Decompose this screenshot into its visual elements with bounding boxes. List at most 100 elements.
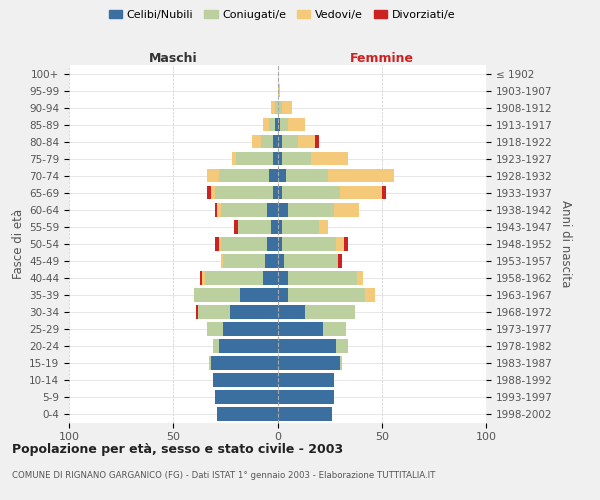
Bar [265, 254, 277, 268]
Bar [288, 203, 334, 216]
Bar [281, 135, 298, 148]
Bar [298, 135, 315, 148]
Bar [280, 118, 288, 132]
Bar [234, 220, 238, 234]
Bar [196, 305, 198, 318]
Text: Popolazione per età, sesso e stato civile - 2003: Popolazione per età, sesso e stato civil… [12, 442, 343, 456]
Bar [277, 305, 305, 318]
Bar [271, 220, 277, 234]
Bar [281, 152, 311, 166]
Bar [223, 254, 265, 268]
Bar [277, 322, 323, 336]
Bar [277, 271, 288, 284]
Bar [211, 356, 277, 370]
Bar [198, 305, 230, 318]
Bar [219, 169, 269, 182]
Bar [334, 203, 359, 216]
Bar [281, 186, 340, 200]
Bar [311, 152, 349, 166]
Bar [277, 186, 281, 200]
Bar [277, 237, 281, 250]
Bar [319, 220, 328, 234]
Legend: Celibi/Nubili, Coniugati/e, Vedovi/e, Divorziati/e: Celibi/Nubili, Coniugati/e, Vedovi/e, Di… [104, 6, 460, 25]
Bar [274, 186, 277, 200]
Bar [213, 339, 219, 352]
Bar [263, 271, 277, 284]
Bar [284, 254, 338, 268]
Bar [277, 152, 281, 166]
Bar [277, 407, 332, 421]
Bar [215, 186, 274, 200]
Bar [271, 101, 275, 114]
Bar [277, 84, 280, 98]
Bar [240, 288, 277, 302]
Bar [269, 169, 277, 182]
Bar [213, 373, 277, 387]
Bar [277, 101, 281, 114]
Bar [357, 271, 363, 284]
Bar [328, 169, 394, 182]
Bar [277, 356, 340, 370]
Bar [274, 135, 277, 148]
Bar [275, 101, 277, 114]
Bar [338, 254, 342, 268]
Bar [382, 186, 386, 200]
Bar [221, 254, 223, 268]
Bar [202, 271, 205, 284]
Bar [340, 356, 342, 370]
Bar [263, 118, 269, 132]
Bar [206, 186, 211, 200]
Bar [221, 203, 267, 216]
Bar [269, 118, 275, 132]
Bar [288, 118, 305, 132]
Bar [236, 152, 274, 166]
Text: Maschi: Maschi [149, 52, 197, 65]
Bar [238, 220, 271, 234]
Bar [281, 237, 336, 250]
Bar [230, 305, 277, 318]
Bar [277, 254, 284, 268]
Bar [288, 271, 357, 284]
Bar [219, 339, 277, 352]
Bar [194, 288, 240, 302]
Bar [277, 135, 281, 148]
Bar [205, 271, 263, 284]
Bar [336, 237, 344, 250]
Bar [344, 237, 349, 250]
Text: Femmine: Femmine [350, 52, 414, 65]
Bar [286, 169, 328, 182]
Bar [232, 152, 236, 166]
Bar [277, 288, 288, 302]
Bar [323, 322, 346, 336]
Bar [365, 288, 376, 302]
Bar [200, 271, 202, 284]
Bar [206, 322, 223, 336]
Text: COMUNE DI RIGNANO GARGANICO (FG) - Dati ISTAT 1° gennaio 2003 - Elaborazione TUT: COMUNE DI RIGNANO GARGANICO (FG) - Dati … [12, 471, 436, 480]
Bar [217, 407, 277, 421]
Bar [221, 237, 267, 250]
Bar [217, 203, 221, 216]
Bar [315, 135, 319, 148]
Bar [281, 101, 292, 114]
Bar [336, 339, 349, 352]
Bar [277, 118, 280, 132]
Bar [281, 220, 319, 234]
Bar [288, 288, 365, 302]
Bar [277, 390, 334, 404]
Bar [206, 169, 219, 182]
Bar [305, 305, 355, 318]
Bar [277, 203, 288, 216]
Bar [267, 237, 277, 250]
Bar [223, 322, 277, 336]
Y-axis label: Anni di nascita: Anni di nascita [559, 200, 572, 288]
Bar [340, 186, 382, 200]
Bar [275, 118, 277, 132]
Bar [253, 135, 261, 148]
Bar [209, 356, 211, 370]
Bar [219, 237, 221, 250]
Bar [277, 373, 334, 387]
Bar [274, 152, 277, 166]
Bar [277, 339, 336, 352]
Bar [261, 135, 274, 148]
Bar [215, 390, 277, 404]
